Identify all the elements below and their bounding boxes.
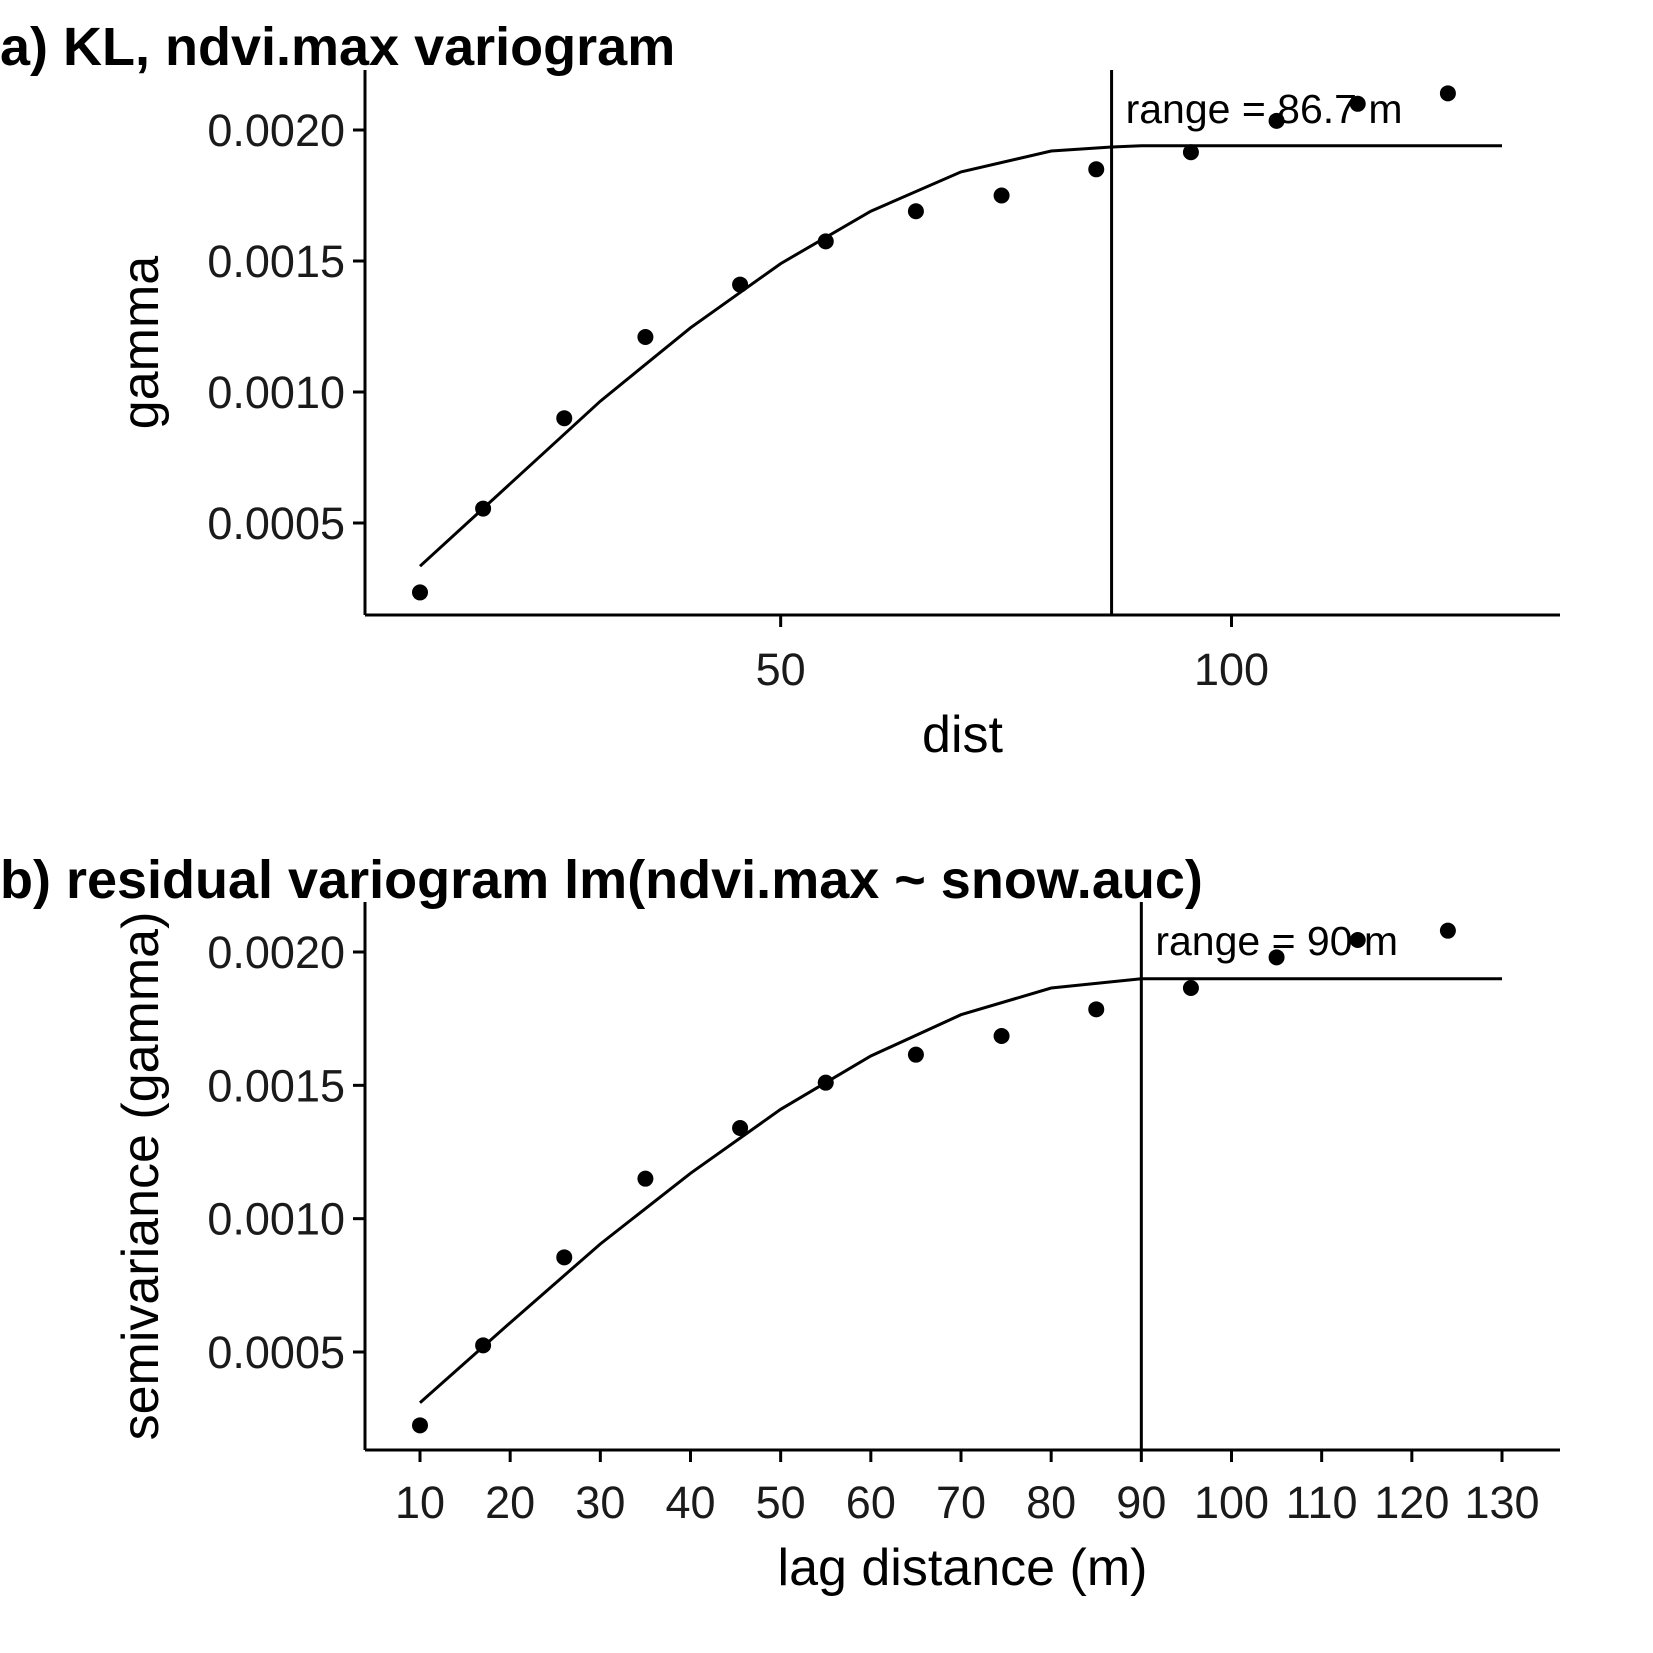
y-tick-label: 0.0015 bbox=[207, 1060, 345, 1111]
x-tick-label: 10 bbox=[395, 1477, 445, 1528]
x-tick-label: 30 bbox=[575, 1477, 625, 1528]
data-point bbox=[817, 1074, 834, 1091]
x-tick-label: 50 bbox=[756, 644, 806, 695]
data-point bbox=[907, 203, 924, 220]
x-axis-title: lag distance (m) bbox=[778, 1539, 1148, 1597]
panel-b: b) residual variogram lm(ndvi.max ~ snow… bbox=[0, 850, 1560, 1597]
x-tick-label: 120 bbox=[1374, 1477, 1449, 1528]
x-tick-label: 100 bbox=[1194, 1477, 1269, 1528]
fitted-model-line bbox=[419, 977, 1502, 1404]
data-point bbox=[1349, 95, 1366, 112]
data-point bbox=[637, 1170, 654, 1187]
x-tick-label: 80 bbox=[1026, 1477, 1076, 1528]
data-point bbox=[1182, 980, 1199, 996]
data-point bbox=[1182, 144, 1199, 161]
panel-title: b) residual variogram lm(ndvi.max ~ snow… bbox=[0, 850, 1203, 910]
data-point bbox=[732, 276, 749, 293]
x-tick-label: 50 bbox=[756, 1477, 806, 1528]
x-tick-label: 130 bbox=[1464, 1477, 1539, 1528]
x-tick-label: 40 bbox=[665, 1477, 715, 1528]
data-point bbox=[1439, 922, 1456, 939]
x-tick-label: 100 bbox=[1194, 644, 1269, 695]
y-tick-label: 0.0020 bbox=[207, 105, 345, 156]
data-point bbox=[475, 500, 492, 517]
y-tick-label: 0.0005 bbox=[207, 498, 345, 549]
data-point bbox=[1088, 161, 1105, 178]
data-point bbox=[637, 328, 654, 345]
data-point bbox=[993, 187, 1010, 204]
y-tick-label: 0.0020 bbox=[207, 927, 345, 978]
x-axis-title: dist bbox=[922, 706, 1003, 764]
data-point bbox=[412, 584, 428, 601]
x-tick-label: 60 bbox=[846, 1477, 896, 1528]
x-tick-label: 110 bbox=[1286, 1477, 1358, 1528]
data-point bbox=[1349, 932, 1366, 948]
y-tick-label: 0.0010 bbox=[207, 367, 345, 418]
data-point bbox=[993, 1028, 1010, 1044]
data-point bbox=[556, 410, 573, 427]
data-point bbox=[1268, 949, 1285, 966]
panel-a: a) KL, ndvi.max variogram 0.0005 0.0010 0.0… bbox=[0, 17, 1560, 764]
y-axis-title: gamma bbox=[112, 256, 170, 429]
panel-title: a) KL, ndvi.max variogram bbox=[0, 17, 675, 77]
x-tick-label: 70 bbox=[936, 1477, 986, 1528]
data-point bbox=[1088, 1001, 1105, 1018]
data-point bbox=[907, 1046, 924, 1063]
data-point bbox=[412, 1417, 428, 1434]
y-tick-label: 0.0010 bbox=[207, 1194, 345, 1245]
data-point bbox=[732, 1120, 749, 1136]
x-tick-label: 90 bbox=[1116, 1477, 1166, 1528]
x-tick-label: 20 bbox=[485, 1477, 535, 1528]
y-tick-label: 0.0015 bbox=[207, 236, 345, 287]
data-point bbox=[1439, 85, 1456, 102]
data-point bbox=[556, 1249, 573, 1266]
fitted-model-line bbox=[418, 144, 1502, 568]
y-tick-label: 0.0005 bbox=[207, 1327, 345, 1378]
data-point bbox=[475, 1337, 492, 1354]
data-point bbox=[817, 233, 834, 250]
y-axis-title: semivariance (gamma) bbox=[112, 912, 170, 1441]
data-point bbox=[1268, 112, 1285, 129]
